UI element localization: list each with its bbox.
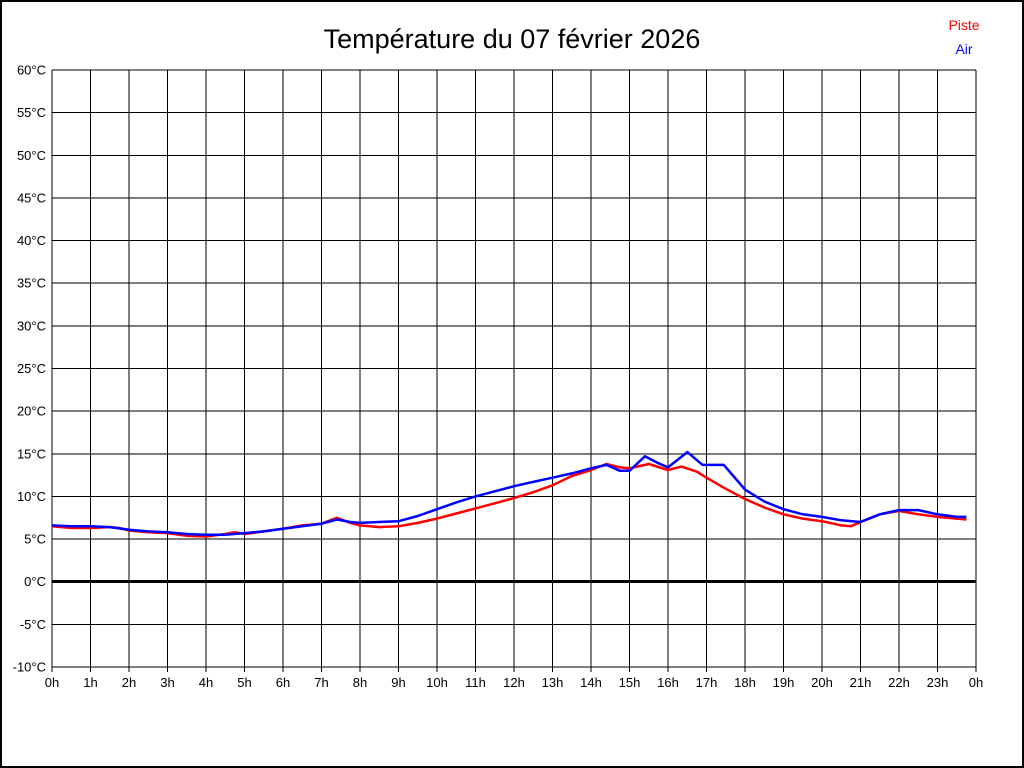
- y-tick-label: 60°C: [17, 63, 46, 78]
- x-tick-label: 17h: [696, 675, 718, 690]
- y-tick-label: 15°C: [17, 446, 46, 461]
- y-tick-label: 25°C: [17, 361, 46, 376]
- y-tick-label: 40°C: [17, 233, 46, 248]
- y-tick-label: 35°C: [17, 276, 46, 291]
- x-tick-label: 0h: [969, 675, 983, 690]
- x-tick-label: 21h: [850, 675, 872, 690]
- x-tick-label: 9h: [391, 675, 405, 690]
- y-tick-label: -5°C: [20, 617, 46, 632]
- y-tick-label: -10°C: [13, 660, 46, 675]
- x-tick-label: 5h: [237, 675, 251, 690]
- x-tick-label: 22h: [888, 675, 910, 690]
- chart-legend: Piste Air: [933, 13, 995, 61]
- y-tick-label: 50°C: [17, 148, 46, 163]
- y-tick-label: 20°C: [17, 404, 46, 419]
- y-tick-label: 30°C: [17, 318, 46, 333]
- y-tick-label: 10°C: [17, 489, 46, 504]
- legend-item-air: Air: [955, 41, 973, 57]
- legend-item-piste: Piste: [948, 17, 980, 33]
- x-tick-label: 0h: [45, 675, 59, 690]
- series-line-air: [51, 450, 967, 537]
- chart-title: Température du 07 février 2026: [323, 24, 701, 54]
- x-tick-label: 23h: [927, 675, 949, 690]
- x-tick-label: 1h: [83, 675, 97, 690]
- x-tick-label: 7h: [314, 675, 328, 690]
- x-tick-label: 16h: [657, 675, 679, 690]
- y-tick-label: 5°C: [24, 532, 46, 547]
- x-tick-label: 11h: [465, 675, 486, 690]
- y-tick-label: 45°C: [17, 190, 46, 205]
- x-tick-label: 3h: [160, 675, 174, 690]
- x-tick-label: 18h: [734, 675, 756, 690]
- y-tick-label: 55°C: [17, 105, 46, 120]
- x-tick-label: 2h: [122, 675, 136, 690]
- x-tick-label: 6h: [276, 675, 290, 690]
- x-tick-label: 10h: [426, 675, 448, 690]
- x-tick-label: 12h: [503, 675, 525, 690]
- y-tick-label: 0°C: [24, 574, 46, 589]
- x-tick-label: 20h: [811, 675, 833, 690]
- x-tick-label: 8h: [353, 675, 367, 690]
- series-line-piste: [51, 462, 967, 538]
- x-tick-label: 14h: [580, 675, 602, 690]
- x-tick-label: 15h: [619, 675, 641, 690]
- x-tick-label: 13h: [542, 675, 564, 690]
- x-tick-label: 4h: [199, 675, 213, 690]
- x-tick-label: 19h: [773, 675, 795, 690]
